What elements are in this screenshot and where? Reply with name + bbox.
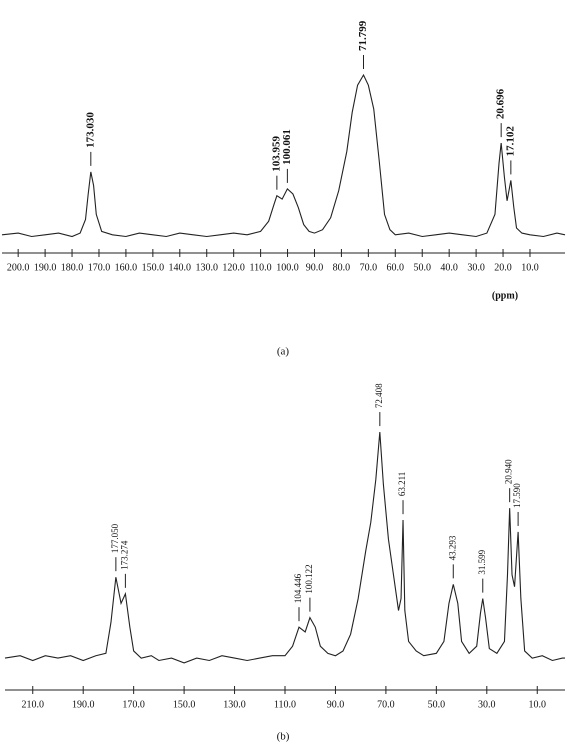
- x-tick-label: 140.0: [169, 262, 192, 273]
- peak-label: 103.959: [270, 135, 282, 171]
- peak-label: 173.274: [119, 540, 129, 570]
- x-tick-label: 10.0: [521, 262, 539, 273]
- x-tick-label: 120.0: [222, 262, 245, 273]
- peak-label: 43.293: [447, 535, 457, 560]
- peak-label: 100.122: [304, 564, 314, 593]
- x-tick-label: 70.0: [360, 262, 378, 273]
- peak-label: 63.211: [397, 472, 407, 496]
- peak-label: 20.696: [495, 88, 507, 119]
- peak-label: 104.446: [293, 573, 303, 603]
- x-tick-label: 90.0: [306, 262, 324, 273]
- x-tick-label: 40.0: [440, 262, 458, 273]
- x-tick-label: 70.0: [377, 699, 395, 710]
- x-tick-label: 170.0: [122, 699, 145, 710]
- peak-label: 100.061: [281, 129, 293, 165]
- x-tick-label: 50.0: [413, 262, 431, 273]
- x-tick-label: 110.0: [274, 699, 296, 710]
- x-tick-label: 130.0: [223, 699, 246, 710]
- x-tick-label: 50.0: [428, 699, 446, 710]
- spectrum-line: [1, 73, 566, 238]
- x-tick-label: 200.0: [7, 262, 30, 273]
- x-tick-label: 190.0: [72, 699, 95, 710]
- x-tick-label: 90.0: [327, 699, 345, 710]
- x-tick-label: 110.0: [250, 262, 272, 273]
- caption: (b): [277, 731, 290, 743]
- x-tick-label: 160.0: [115, 262, 138, 273]
- x-tick-label: 60.0: [387, 262, 405, 273]
- x-tick-label: 180.0: [61, 262, 84, 273]
- caption: (a): [277, 346, 290, 358]
- x-tick-label: 130.0: [195, 262, 218, 273]
- x-tick-label: 190.0: [34, 262, 57, 273]
- peak-label: 72.408: [374, 383, 384, 408]
- x-tick-label: 170.0: [88, 262, 111, 273]
- x-tick-label: 210.0: [21, 699, 44, 710]
- x-tick-label: 100.0: [276, 262, 299, 273]
- peak-label: 17.102: [504, 126, 516, 157]
- x-tick-label: 80.0: [333, 262, 351, 273]
- peak-label: 177.050: [110, 523, 120, 553]
- x-tick-label: 10.0: [529, 699, 547, 710]
- x-tick-label: 150.0: [142, 262, 165, 273]
- x-axis-label: (ppm): [492, 290, 518, 301]
- peak-label: 17.590: [512, 483, 522, 508]
- peak-label: 173.030: [84, 112, 96, 148]
- x-tick-label: 30.0: [478, 699, 496, 710]
- spectrum-line: [4, 431, 565, 664]
- x-tick-label: 150.0: [173, 699, 196, 710]
- peak-label: 31.599: [477, 549, 487, 574]
- x-tick-label: 30.0: [467, 262, 485, 273]
- peak-label: 20.940: [504, 459, 514, 484]
- peak-label: 71.799: [357, 20, 369, 51]
- x-tick-label: 20.0: [494, 262, 512, 273]
